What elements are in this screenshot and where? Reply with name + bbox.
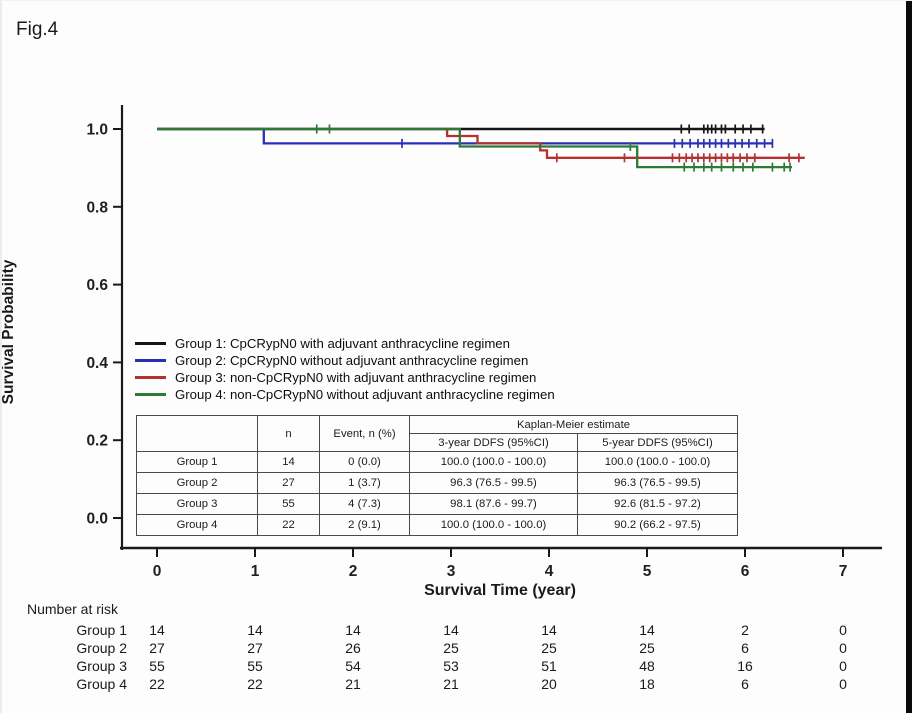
stats-cell: Group 1 — [136, 451, 258, 473]
stats-cell: 96.3 (76.5 - 99.5) — [409, 472, 578, 494]
km-curve-group-4 — [157, 127, 792, 169]
stats-cell: 0 (0.0) — [319, 451, 410, 473]
stats-row: Group 3 55 4 (7.3) 98.1 (87.6 - 99.7) 92.6 (… — [136, 493, 738, 515]
km-estimate-table: n Event, n (%) Kaplan-Meier estimate 3-year… — [136, 415, 738, 536]
figure-label: Fig.4 — [16, 19, 59, 40]
stats-cell: 100.0 (100.0 - 100.0) — [409, 451, 578, 473]
x-tick-label: 7 — [839, 563, 848, 580]
legend-line-swatch — [135, 358, 166, 363]
stats-row: Group 1 14 0 (0.0) 100.0 (100.0 - 100.0) 100… — [136, 451, 738, 473]
legend-item: Group 4: non-CpCRypN0 without adjuvant a… — [135, 386, 555, 403]
stats-cell: 14 — [257, 451, 320, 473]
x-axis-title: Survival Time (year) — [424, 582, 576, 599]
stats-cell: 2 (9.1) — [319, 514, 410, 536]
y-axis-title: Survival Probability — [0, 259, 17, 405]
y-tick-label: 0.8 — [86, 199, 108, 216]
x-tick-label: 0 — [153, 563, 162, 580]
legend-label: Group 3: non-CpCRypN0 with adjuvant anth… — [175, 370, 537, 385]
legend: Group 1: CpCRypN0 with adjuvant anthracy… — [135, 335, 555, 403]
km-subheader: 5-year DDFS (95%CI) — [577, 433, 738, 452]
legend-label: Group 4: non-CpCRypN0 without adjuvant a… — [175, 387, 555, 402]
y-tick-label: 0.4 — [86, 355, 108, 372]
km-curve-group-3 — [157, 127, 805, 159]
stats-cell: Group 3 — [136, 493, 258, 515]
stats-cell: Group 4 — [136, 514, 258, 536]
stats-row: Group 4 22 2 (9.1) 100.0 (100.0 - 100.0) 90.… — [136, 514, 738, 536]
stats-header: Event, n (%) — [319, 415, 410, 452]
x-tick-label: 1 — [251, 563, 260, 580]
stats-cell: 55 — [257, 493, 320, 515]
km-subheader: 3-year DDFS (95%CI) — [409, 433, 578, 452]
stats-cell: 1 (3.7) — [319, 472, 410, 494]
stats-cell: 22 — [257, 514, 320, 536]
y-tick-label: 1.0 — [86, 122, 108, 139]
stats-cell: 4 (7.3) — [319, 493, 410, 515]
stats-cell: 96.3 (76.5 - 99.5) — [577, 472, 738, 494]
stats-cell: 100.0 (100.0 - 100.0) — [577, 451, 738, 473]
stats-cell: 27 — [257, 472, 320, 494]
y-tick-label: 0.0 — [86, 511, 108, 528]
legend-line-swatch — [135, 375, 166, 380]
x-tick-label: 5 — [643, 563, 652, 580]
stats-header — [136, 415, 258, 452]
legend-item: Group 1: CpCRypN0 with adjuvant anthracy… — [135, 335, 555, 352]
y-tick-label: 0.2 — [86, 433, 108, 450]
x-tick-label: 6 — [741, 563, 750, 580]
km-estimate-header: Kaplan-Meier estimate — [409, 415, 738, 434]
stats-cell: 90.2 (66.2 - 97.5) — [577, 514, 738, 536]
legend-line-swatch — [135, 341, 166, 346]
y-tick-label: 0.6 — [86, 277, 108, 294]
stats-header: n — [257, 415, 320, 452]
stats-cell: 98.1 (87.6 - 99.7) — [409, 493, 578, 515]
stats-cell: Group 2 — [136, 472, 258, 494]
legend-label: Group 1: CpCRypN0 with adjuvant anthracy… — [175, 336, 510, 351]
stats-row: Group 2 27 1 (3.7) 96.3 (76.5 - 99.5) 96.3 (… — [136, 472, 738, 494]
x-tick-label: 2 — [349, 563, 358, 580]
stats-cell: 100.0 (100.0 - 100.0) — [409, 514, 578, 536]
screenshot-right-edge-bar — [906, 1, 912, 713]
legend-label: Group 2: CpCRypN0 without adjuvant anthr… — [175, 353, 529, 368]
x-tick-label: 4 — [545, 563, 554, 580]
legend-item: Group 3: non-CpCRypN0 with adjuvant anth… — [135, 369, 555, 386]
legend-line-swatch — [135, 392, 166, 397]
legend-item: Group 2: CpCRypN0 without adjuvant anthr… — [135, 352, 555, 369]
stats-cell: 92.6 (81.5 - 97.2) — [577, 493, 738, 515]
x-tick-label: 3 — [447, 563, 456, 580]
